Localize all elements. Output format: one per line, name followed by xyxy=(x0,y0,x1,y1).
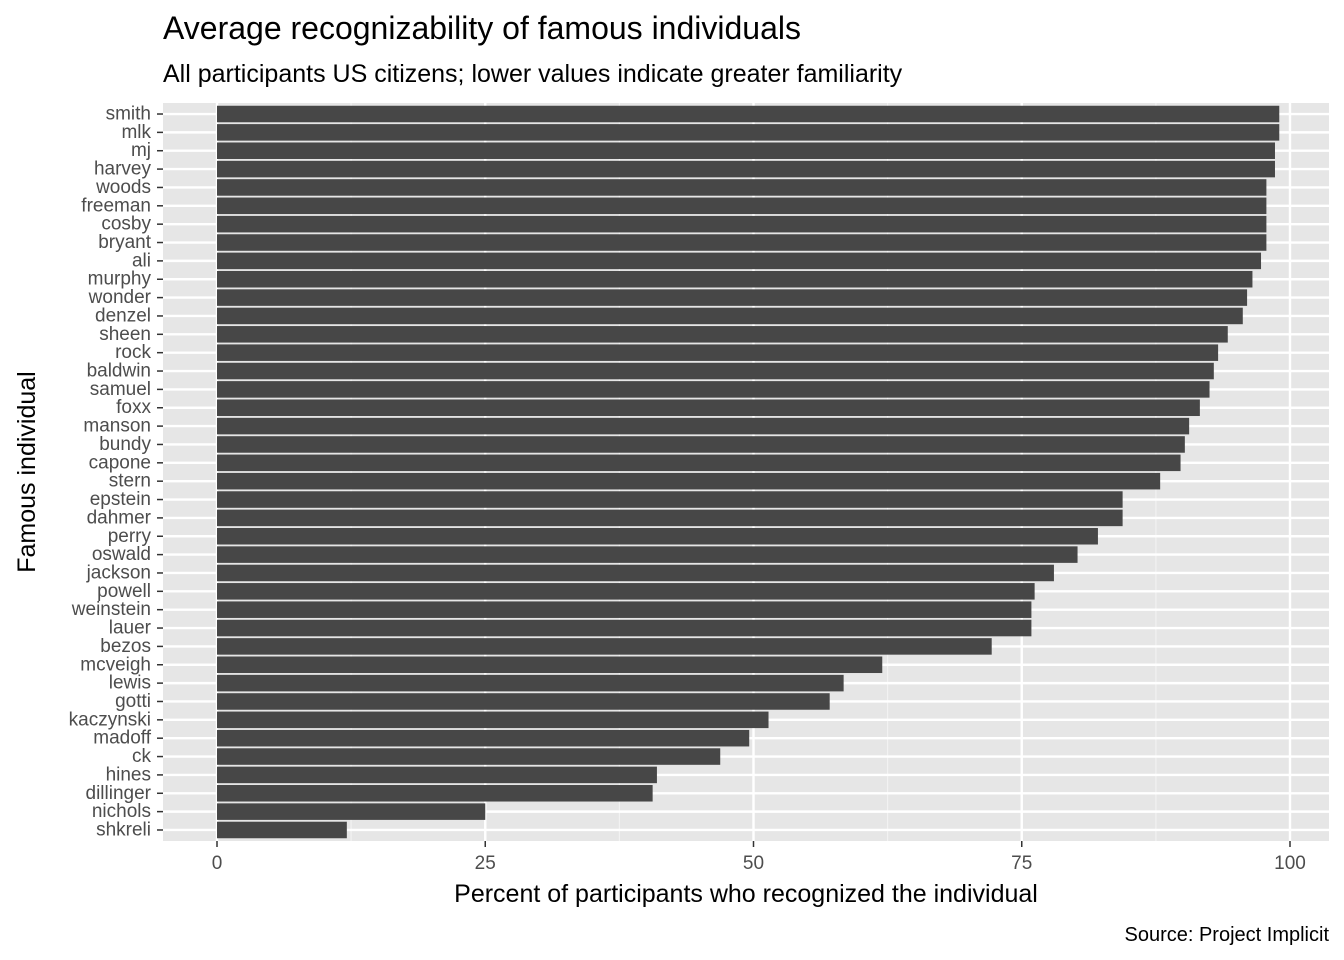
y-axis: smithmlkmjharveywoodsfreemancosbybryanta… xyxy=(69,104,163,840)
y-tick-label-sheen: sheen xyxy=(99,324,151,345)
x-tick-label: 100 xyxy=(1274,853,1306,874)
bar-lewis xyxy=(217,674,844,692)
bar-smith xyxy=(217,105,1280,123)
bar-wonder xyxy=(217,289,1248,306)
bar-bezos xyxy=(217,638,992,655)
y-tick-label-smith: smith xyxy=(106,104,151,125)
chart-subtitle: All participants US citizens; lower valu… xyxy=(163,60,903,88)
x-axis: 0 25 50 75 100 xyxy=(212,841,1306,874)
bar-murphy xyxy=(217,270,1253,288)
y-tick-label-mlk: mlk xyxy=(121,122,151,143)
bar-ck xyxy=(217,748,721,765)
bar-hines xyxy=(217,766,657,784)
y-tick-label-madoff: madoff xyxy=(93,728,151,749)
bar-shkreli xyxy=(217,821,347,839)
bar-mcveigh xyxy=(217,656,883,674)
x-tick-label: 0 xyxy=(212,853,223,874)
y-tick-label-baldwin: baldwin xyxy=(87,361,151,382)
y-tick-label-bryant: bryant xyxy=(98,232,152,253)
y-tick-label-powell: powell xyxy=(97,581,151,602)
bar-dillinger xyxy=(217,785,653,802)
chart-caption: Source: Project Implicit xyxy=(1124,924,1329,946)
bar-bryant xyxy=(217,234,1267,251)
bar-kaczynski xyxy=(217,711,769,729)
bar-lauer xyxy=(217,619,1032,637)
bar-oswald xyxy=(217,546,1078,563)
y-tick-label-samuel: samuel xyxy=(90,379,151,400)
bar-bundy xyxy=(217,436,1185,453)
bar-epstein xyxy=(217,491,1123,508)
x-tick-label: 25 xyxy=(475,853,496,874)
bar-baldwin xyxy=(217,362,1214,380)
bar-powell xyxy=(217,583,1035,600)
y-tick-label-murphy: murphy xyxy=(88,269,152,290)
y-tick-label-mj: mj xyxy=(131,140,151,161)
bar-weinstein xyxy=(217,601,1032,618)
y-tick-label-dahmer: dahmer xyxy=(87,507,152,528)
bar-ali xyxy=(217,252,1262,270)
bar-stern xyxy=(217,472,1161,490)
y-tick-label-harvey: harvey xyxy=(94,159,152,180)
bar-gotti xyxy=(217,693,830,710)
bar-samuel xyxy=(217,381,1210,398)
bar-jackson xyxy=(217,564,1054,582)
y-tick-label-dillinger: dillinger xyxy=(86,783,152,804)
bar-nichols xyxy=(217,803,486,820)
y-tick-label-lauer: lauer xyxy=(109,618,152,639)
y-tick-label-shkreli: shkreli xyxy=(96,819,151,840)
y-tick-label-foxx: foxx xyxy=(116,397,151,418)
bar-foxx xyxy=(217,399,1200,417)
y-tick-label-perry: perry xyxy=(108,526,152,547)
bar-cosby xyxy=(217,215,1267,233)
y-tick-label-capone: capone xyxy=(89,452,151,473)
y-tick-label-ali: ali xyxy=(132,250,151,271)
y-tick-label-nichols: nichols xyxy=(92,801,151,822)
y-tick-label-woods: woods xyxy=(95,177,151,198)
y-tick-label-jackson: jackson xyxy=(86,562,151,583)
y-tick-label-oswald: oswald xyxy=(92,544,151,565)
y-tick-label-mcveigh: mcveigh xyxy=(80,654,151,675)
bar-woods xyxy=(217,179,1267,196)
y-tick-label-gotti: gotti xyxy=(115,691,151,712)
chart-title: Average recognizability of famous indivi… xyxy=(163,10,801,46)
bar-denzel xyxy=(217,307,1243,325)
bar-perry xyxy=(217,527,1098,545)
bar-dahmer xyxy=(217,509,1123,527)
y-tick-label-freeman: freeman xyxy=(81,195,151,216)
bar-mj xyxy=(217,142,1275,159)
y-tick-label-denzel: denzel xyxy=(95,305,151,326)
y-tick-label-wonder: wonder xyxy=(88,287,152,308)
y-tick-label-manson: manson xyxy=(83,416,151,437)
x-axis-title: Percent of participants who recognized t… xyxy=(454,880,1038,908)
y-tick-label-kaczynski: kaczynski xyxy=(69,709,151,730)
x-tick-label: 50 xyxy=(743,853,764,874)
y-tick-label-lewis: lewis xyxy=(109,673,151,694)
y-tick-label-bundy: bundy xyxy=(99,434,151,455)
y-tick-label-stern: stern xyxy=(109,471,151,492)
bar-harvey xyxy=(217,160,1275,178)
bar-sheen xyxy=(217,326,1228,343)
x-tick-label: 75 xyxy=(1011,853,1032,874)
y-tick-label-weinstein: weinstein xyxy=(71,599,151,620)
bar-capone xyxy=(217,454,1181,472)
y-tick-label-hines: hines xyxy=(106,764,151,785)
y-tick-label-cosby: cosby xyxy=(101,214,151,235)
y-tick-label-ck: ck xyxy=(132,746,152,767)
bar-madoff xyxy=(217,729,750,747)
bar-mlk xyxy=(217,124,1280,141)
y-tick-label-bezos: bezos xyxy=(100,636,151,657)
bar-rock xyxy=(217,344,1219,361)
bars-group xyxy=(217,105,1280,839)
y-tick-label-epstein: epstein xyxy=(90,489,151,510)
bar-manson xyxy=(217,417,1190,435)
bar-freeman xyxy=(217,197,1267,215)
y-axis-title: Famous individual xyxy=(13,371,41,573)
y-tick-label-rock: rock xyxy=(115,342,151,363)
